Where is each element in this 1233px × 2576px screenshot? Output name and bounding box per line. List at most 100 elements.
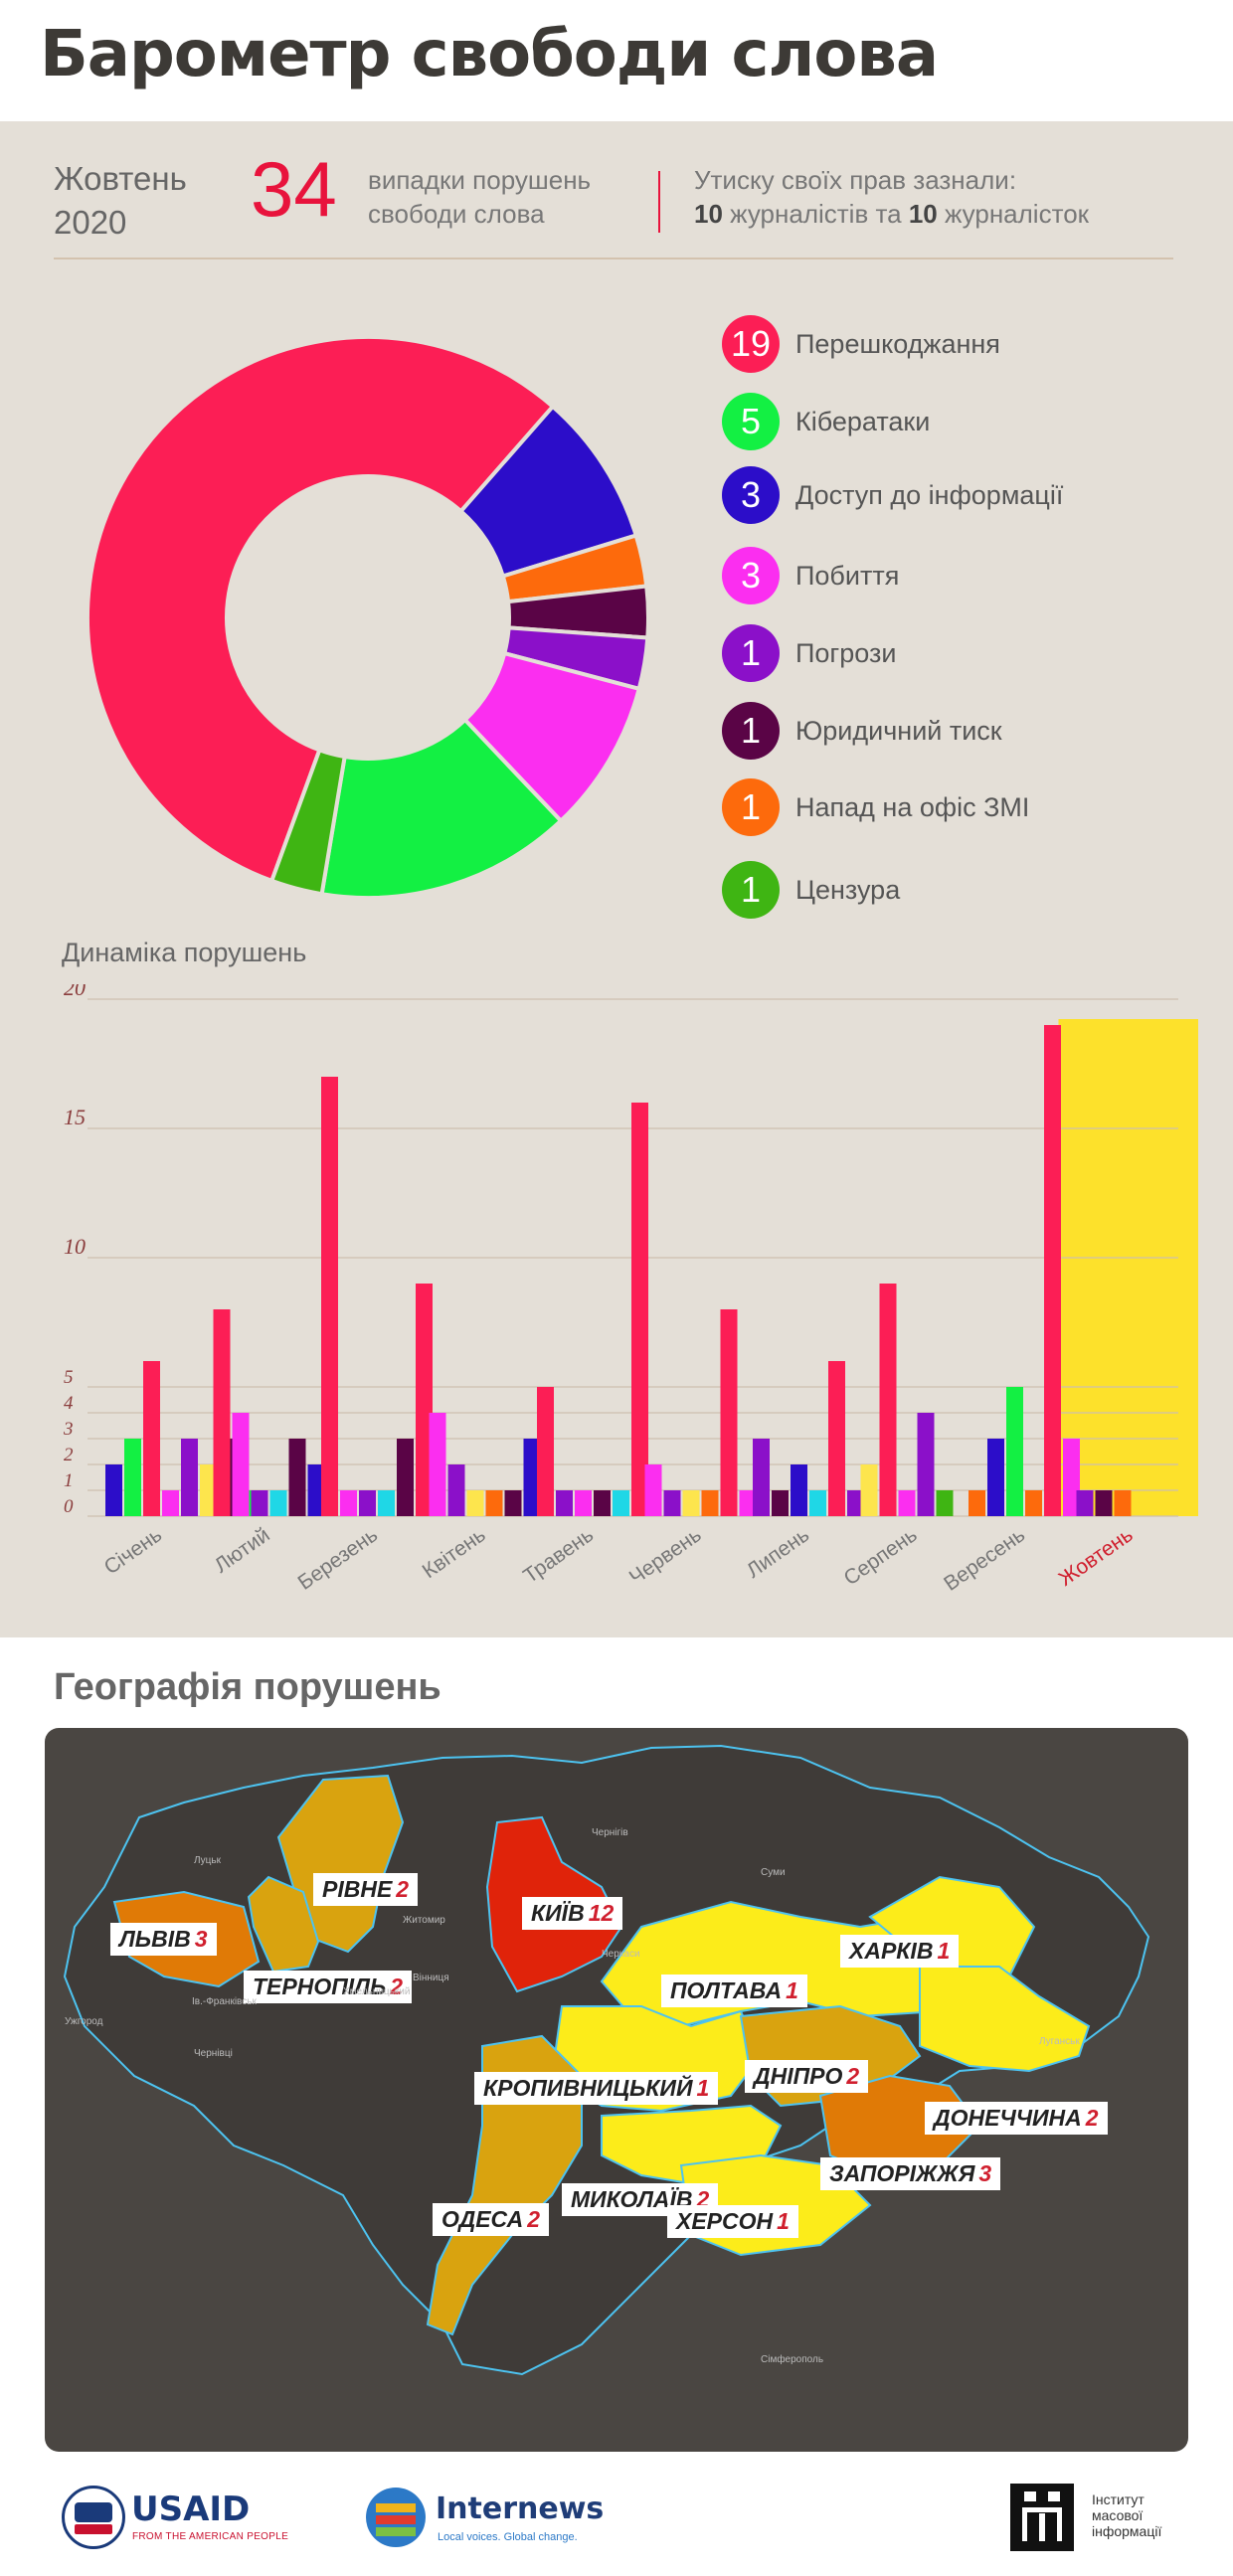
region-count: 12 <box>588 1900 615 1926</box>
region-count: 1 <box>777 2208 790 2234</box>
bar-obstruction <box>537 1387 554 1516</box>
bar-extra2 <box>200 1464 217 1516</box>
bar-threats <box>251 1490 268 1516</box>
bar-access <box>105 1464 122 1516</box>
internews-logo-text: Internews <box>436 2491 605 2526</box>
internews-tagline: Local voices. Global change. <box>438 2531 578 2543</box>
bar-obstruction <box>213 1309 231 1516</box>
bar-beating <box>1063 1439 1080 1516</box>
bar-legal <box>504 1490 522 1516</box>
region-count: 3 <box>978 2160 992 2186</box>
bar-extra1 <box>809 1490 826 1516</box>
footer: USAID FROM THE AMERICAN PEOPLE Internews… <box>0 2466 1233 2576</box>
monthly-violations-bar-chart: 0 1 2 3 4 5 10 15 20 Січень Лютий Березень Квітень Тр… <box>63 984 1198 1596</box>
region-name: ДОНЕЧЧИНА <box>934 2105 1082 2131</box>
legend-value: 19 <box>722 315 780 373</box>
city-label: Чернівці <box>194 2048 233 2059</box>
city-label: Луцьк <box>194 1855 221 1866</box>
usaid-tagline: FROM THE AMERICAN PEOPLE <box>132 2531 289 2542</box>
legend-label: Кібератаки <box>795 407 931 436</box>
region-label: ЛЬВІВ 3 <box>110 1923 217 1956</box>
region-label: РІВНЕ 2 <box>313 1873 419 1906</box>
pressure-counts: 10 журналістів та 10 журналісток <box>694 197 1089 231</box>
journalists-female-label: журналісток <box>944 199 1090 229</box>
region-count: 1 <box>696 2075 710 2101</box>
bar-censorship <box>936 1490 954 1516</box>
x-tick-label: Березень <box>294 1523 383 1595</box>
city-label: Чернігів <box>592 1827 628 1838</box>
legend-value: 5 <box>722 393 780 450</box>
bar-legal <box>594 1490 611 1516</box>
violations-donut-chart <box>86 335 650 900</box>
bar-cyber <box>124 1439 141 1516</box>
x-tick-label: Лютий <box>211 1523 274 1577</box>
bar-obstruction <box>416 1284 433 1516</box>
y-tick-label: 5 <box>64 1367 74 1388</box>
region-label: ДНІПРО 2 <box>745 2060 869 2093</box>
period-month: Жовтень <box>54 160 187 197</box>
city-label: Суми <box>761 1867 786 1878</box>
region-name: РІВНЕ <box>322 1876 393 1902</box>
region-label: ЗАПОРІЖЖЯ 3 <box>820 2157 1001 2190</box>
region-name: ХЕРСОН <box>676 2208 774 2234</box>
city-label: Хмельницький <box>343 1986 411 1997</box>
bar-threats <box>1076 1490 1094 1516</box>
bar-threats <box>181 1439 198 1516</box>
bar-beating <box>232 1413 250 1516</box>
internews-logo-icon <box>366 2488 426 2547</box>
bar-threats <box>753 1439 770 1516</box>
city-label: Черкаси <box>602 1949 640 1960</box>
imi-logo-text: Інститут масової інформації <box>1092 2491 1161 2539</box>
journalists-male-count: 10 <box>694 199 723 229</box>
bar-extra2 <box>466 1490 484 1516</box>
donut-slice-obstruction <box>86 335 556 884</box>
region-label: КРОПИВНИЦЬКИЙ 1 <box>474 2072 719 2105</box>
bar-beating <box>739 1490 757 1516</box>
bar-access <box>987 1439 1004 1516</box>
geography-title: Географія порушень <box>54 1666 441 1708</box>
bar-beating <box>340 1490 357 1516</box>
region-count: 3 <box>194 1926 208 1952</box>
bar-beating <box>429 1413 446 1516</box>
x-tick-label: Травень <box>519 1523 598 1588</box>
region-label: ХЕРСОН 1 <box>667 2205 798 2238</box>
bar-extra2 <box>682 1490 700 1516</box>
x-tick-label: Квітень <box>419 1523 490 1583</box>
region-count: 2 <box>396 1876 410 1902</box>
region-count: 1 <box>937 1938 951 1964</box>
bar-office <box>1025 1490 1042 1516</box>
imi-logo-icon <box>1010 2484 1074 2551</box>
region-count: 2 <box>1085 2105 1099 2131</box>
y-tick-label: 2 <box>64 1445 74 1465</box>
bar-access <box>523 1439 541 1516</box>
bar-obstruction <box>321 1077 338 1516</box>
legend-value: 1 <box>722 861 780 919</box>
y-tick-label: 20 <box>64 984 86 1000</box>
region-count: 2 <box>846 2063 860 2089</box>
region-name: ЗАПОРІЖЖЯ <box>829 2160 975 2186</box>
header-divider <box>658 171 660 233</box>
page-title: Барометр свободи слова <box>40 18 939 91</box>
bar-obstruction <box>143 1361 160 1516</box>
period-year: 2020 <box>54 204 127 241</box>
x-tick-label: Липень <box>743 1523 813 1583</box>
legend-label: Перешкоджання <box>795 329 1000 359</box>
bar-obstruction <box>631 1103 648 1516</box>
bar-access <box>307 1464 325 1516</box>
usaid-logo-text: USAID <box>131 2490 251 2529</box>
region-name: КИЇВ <box>531 1900 585 1926</box>
legend-value: 1 <box>722 624 780 682</box>
y-tick-label: 10 <box>64 1234 86 1259</box>
region-name: ХАРКІВ <box>849 1938 934 1964</box>
bar-extra1 <box>269 1490 287 1516</box>
bar-legal <box>772 1490 789 1516</box>
bar-legal <box>1095 1490 1113 1516</box>
region-label: ПОЛТАВА 1 <box>661 1975 807 2007</box>
legend-value: 3 <box>722 466 780 524</box>
bar-legal <box>397 1439 414 1516</box>
y-tick-label: 0 <box>64 1496 74 1517</box>
bar-cyber <box>1006 1387 1023 1516</box>
region-name: ТЕРНОПІЛЬ <box>253 1974 387 1999</box>
ukraine-map: ЛЬВІВ 3 РІВНЕ 2 ТЕРНОПІЛЬ 2 КИЇВ 12 ХАРКІВ 1 ПОЛТА… <box>45 1728 1188 2452</box>
bar-extra1 <box>378 1490 395 1516</box>
